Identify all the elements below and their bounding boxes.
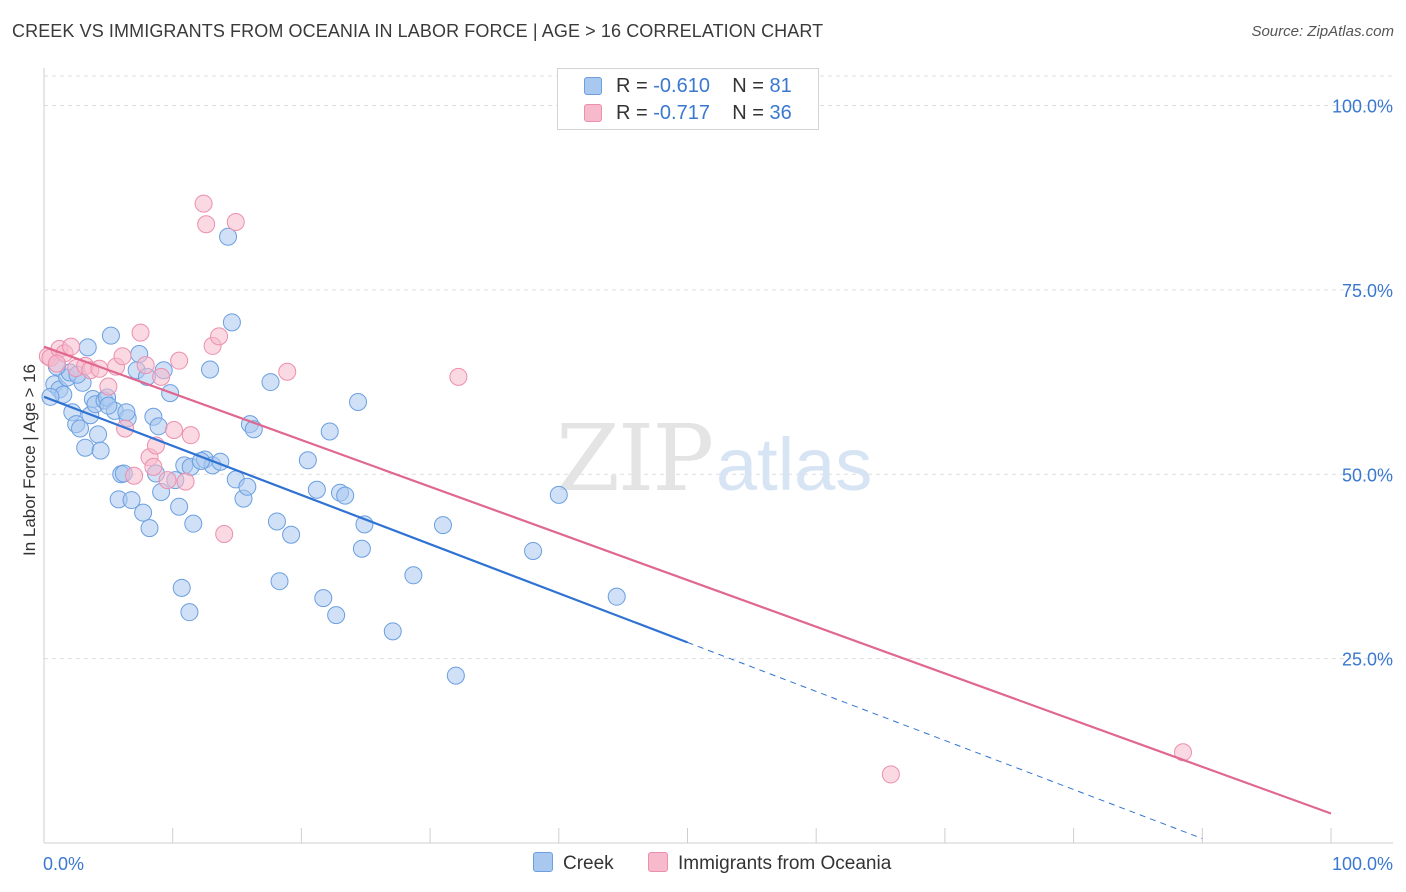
watermark-zip: ZIP <box>556 405 712 512</box>
oceania-point <box>194 194 213 213</box>
creek-point <box>117 403 136 422</box>
oceania-point <box>152 367 171 386</box>
creek-point <box>349 392 368 411</box>
oceania-point <box>136 356 155 375</box>
oceania-point <box>881 765 900 784</box>
data-points <box>38 194 1192 784</box>
y-tick-label: 100.0% <box>1332 97 1393 117</box>
creek-point <box>78 338 97 357</box>
creek-point <box>89 425 108 444</box>
creek-point <box>140 519 159 538</box>
creek-point <box>270 572 289 591</box>
legend-n-value: 81 <box>769 75 792 97</box>
creek-trend-extension <box>687 641 1203 840</box>
creek-point <box>282 525 301 544</box>
source-label: Source: ZipAtlas.com <box>1251 23 1394 40</box>
x-tick-label: 0.0% <box>43 854 84 874</box>
gridlines <box>44 75 1393 660</box>
x-tick-label: 100.0% <box>1332 854 1393 874</box>
creek-point <box>607 587 626 606</box>
legend-r-value: -0.610 <box>653 75 710 97</box>
oceania-point <box>164 421 183 439</box>
legend-box: R = -0.610 N = 81 R = -0.717 N = 36 <box>557 68 819 130</box>
bottom-legend-swatch-oceania <box>648 852 668 872</box>
tick-labels: 25.0% 50.0% 75.0% 100.0% 0.0% 100.0% In Labor … <box>20 97 1393 875</box>
creek-point <box>170 497 189 516</box>
creek-point <box>201 360 220 379</box>
creek-point <box>383 622 402 641</box>
creek-point <box>524 541 543 560</box>
oceania-point <box>215 524 234 543</box>
oceania-point <box>158 471 177 490</box>
creek-point <box>267 512 286 531</box>
creek-point <box>320 422 339 441</box>
legend-n-value: 36 <box>769 102 792 124</box>
creek-point <box>307 480 326 499</box>
creek-point <box>184 514 203 533</box>
oceania-point <box>131 323 150 342</box>
oceania-point <box>176 472 195 491</box>
creek-point <box>261 373 280 392</box>
legend-r-label: R = <box>616 102 648 124</box>
axes <box>43 68 1393 844</box>
oceania-point <box>47 354 66 373</box>
creek-point <box>238 477 257 496</box>
oceania-point <box>197 215 216 234</box>
trend-lines <box>43 345 1332 840</box>
legend-r-label: R = <box>616 75 648 97</box>
y-axis-label: In Labor Force | Age > 16 <box>20 364 39 556</box>
creek-point <box>446 666 465 685</box>
oceania-point <box>210 327 229 346</box>
oceania-point <box>278 362 297 381</box>
legend-n-label: N = <box>732 75 764 97</box>
creek-point <box>433 516 452 535</box>
oceania-point <box>99 377 118 396</box>
creek-point <box>549 485 568 504</box>
legend-r-value: -0.717 <box>653 102 710 124</box>
bottom-legend-label-creek: Creek <box>563 853 614 874</box>
legend-n-label: N = <box>732 102 764 124</box>
creek-point <box>99 396 118 415</box>
oceania-point <box>181 426 200 445</box>
oceania-point <box>144 457 163 476</box>
creek-point <box>219 227 238 246</box>
y-tick-label: 25.0% <box>1342 650 1393 670</box>
creek-point <box>336 486 355 505</box>
watermark-atlas: atlas <box>716 423 872 506</box>
creek-point <box>76 438 95 457</box>
legend-swatch-oceania <box>584 104 602 122</box>
legend-swatch-creek <box>584 77 602 95</box>
oceania-point <box>170 351 189 370</box>
bottom-legend-label-oceania: Immigrants from Oceania <box>678 853 892 874</box>
bottom-legend-swatch-creek <box>533 852 553 872</box>
bottom-legend-oceania: Immigrants from Oceania <box>648 852 891 875</box>
y-tick-label: 75.0% <box>1342 281 1393 301</box>
watermark: ZIP atlas <box>556 405 872 512</box>
creek-point <box>91 441 110 460</box>
creek-point <box>101 326 120 345</box>
creek-point <box>404 566 423 585</box>
oceania-point <box>62 337 81 356</box>
creek-point <box>298 451 317 470</box>
creek-point <box>222 313 241 332</box>
creek-point <box>327 606 346 625</box>
oceania-point <box>125 466 144 485</box>
creek-point <box>172 578 191 597</box>
oceania-point <box>449 367 468 386</box>
creek-point <box>314 589 333 608</box>
creek-trend-line <box>43 395 688 644</box>
oceania-point <box>113 347 132 366</box>
bottom-legend-creek: Creek <box>533 852 614 875</box>
creek-point <box>180 603 199 622</box>
creek-point <box>134 503 153 522</box>
creek-point <box>352 539 371 558</box>
creek-point <box>122 491 141 510</box>
y-tick-label: 50.0% <box>1342 465 1393 485</box>
oceania-point <box>226 213 245 232</box>
oceania-trend-line <box>43 345 1332 815</box>
chart-title: CREEK VS IMMIGRANTS FROM OCEANIA IN LABO… <box>12 21 824 41</box>
creek-point <box>149 417 168 436</box>
creek-point <box>71 419 90 438</box>
